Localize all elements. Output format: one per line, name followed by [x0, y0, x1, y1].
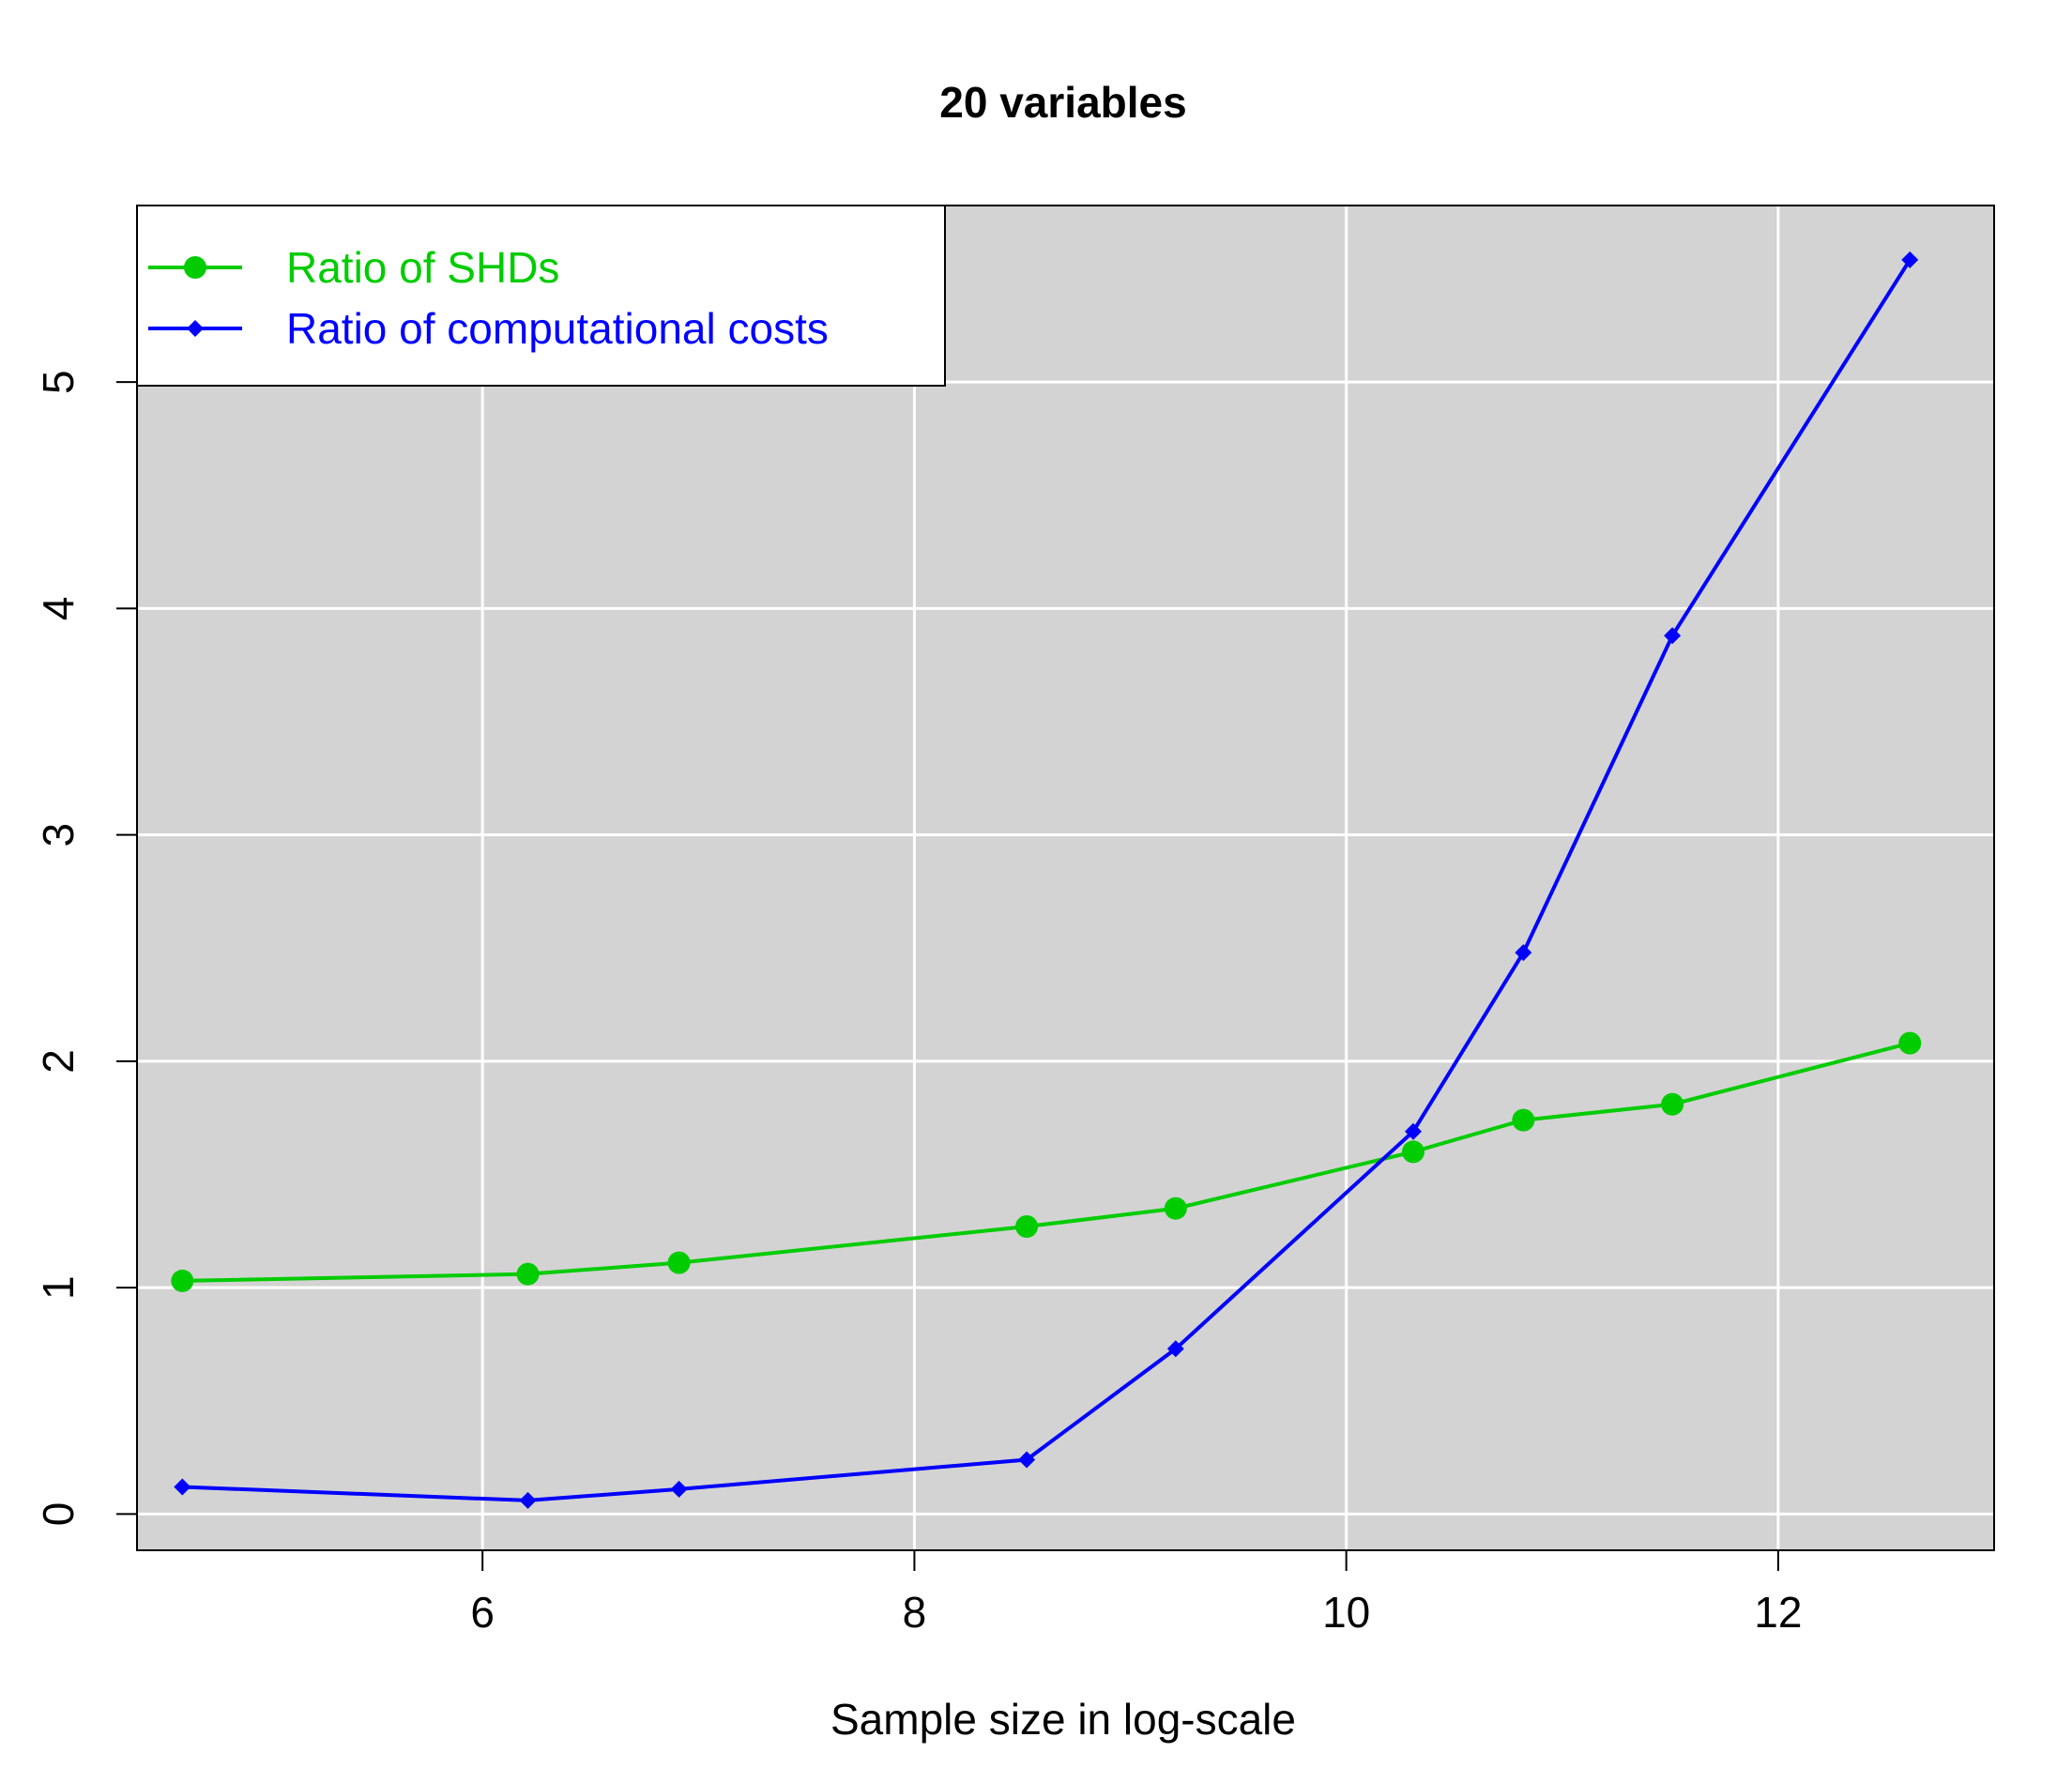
data-point	[174, 1478, 191, 1496]
legend-label: Ratio of computational costs	[286, 304, 829, 353]
y-tick-label: 5	[34, 370, 83, 394]
x-axis-label: Sample size in log-scale	[830, 1695, 1296, 1744]
data-point	[1901, 251, 1919, 268]
data-point	[1401, 1140, 1424, 1164]
chart-title: 20 variables	[939, 78, 1186, 127]
series-layer	[171, 251, 1922, 1509]
data-point	[1015, 1215, 1039, 1239]
y-tick-label: 3	[34, 823, 83, 847]
y-tick-label: 1	[34, 1275, 83, 1300]
data-point	[1661, 1092, 1684, 1116]
y-tick-label: 2	[34, 1049, 83, 1074]
legend-marker	[187, 320, 204, 337]
grid	[137, 206, 1994, 1550]
data-point	[667, 1251, 691, 1274]
legend-box	[136, 205, 946, 387]
y-axis: 0 1 2 3 4 5	[34, 370, 137, 1526]
data-point	[1898, 1031, 1922, 1055]
plot-border	[136, 205, 1995, 1551]
legend-marker	[184, 256, 206, 279]
x-tick-label: 6	[470, 1588, 495, 1637]
y-tick-label: 4	[34, 597, 83, 621]
x-tick-label: 12	[1754, 1588, 1802, 1637]
legend-label: Ratio of SHDs	[286, 243, 559, 292]
data-point	[171, 1269, 194, 1292]
data-point	[1018, 1451, 1036, 1469]
x-tick-label: 10	[1322, 1588, 1370, 1637]
data-point	[1515, 944, 1532, 962]
x-tick-label: 8	[903, 1588, 927, 1637]
legend: Ratio of SHDs Ratio of computational cost…	[136, 205, 946, 387]
data-point	[1166, 1340, 1184, 1358]
data-point	[670, 1480, 688, 1498]
data-point	[1512, 1108, 1535, 1132]
data-point	[1164, 1196, 1187, 1220]
data-point	[1404, 1122, 1422, 1140]
data-point	[1664, 627, 1682, 645]
y-tick-label: 0	[34, 1502, 83, 1527]
plot-background	[137, 206, 1994, 1550]
data-point	[516, 1262, 540, 1286]
x-axis: 6 8 10 12	[470, 1550, 1802, 1637]
data-point	[519, 1491, 537, 1509]
